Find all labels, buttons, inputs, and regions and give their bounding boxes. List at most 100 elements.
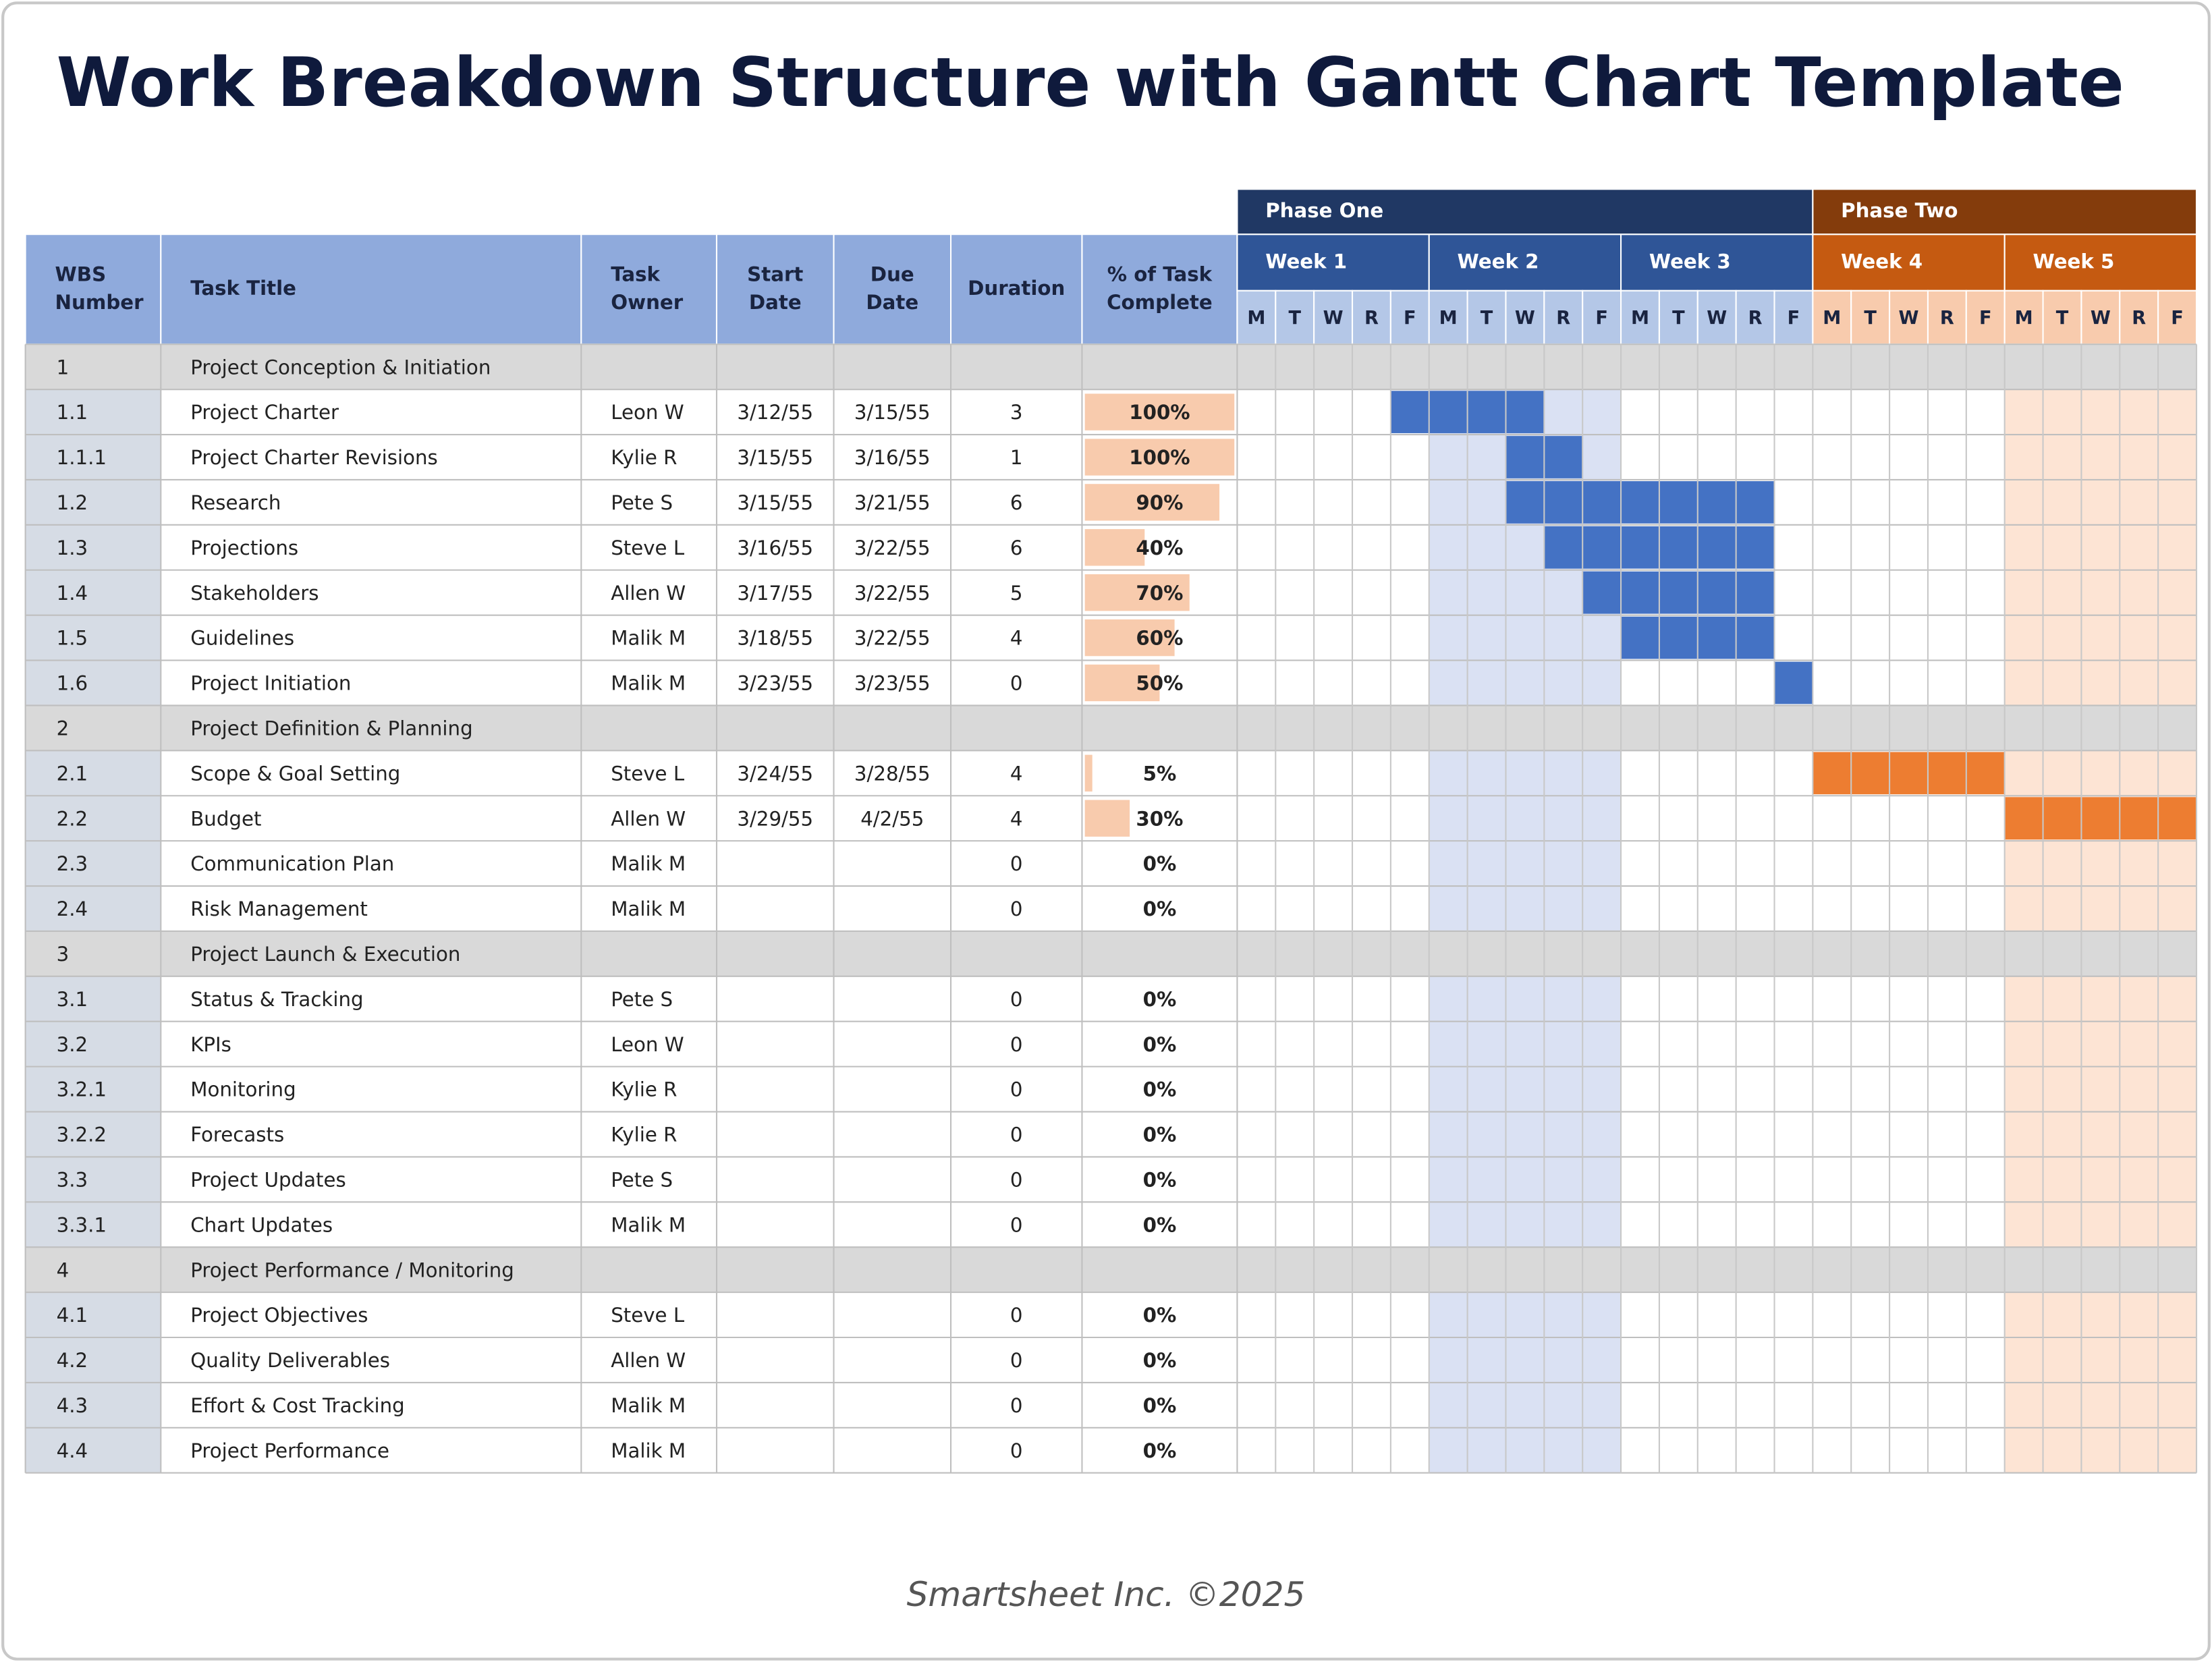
gantt-shade [2081,1066,2120,1112]
gantt-shade [1505,1337,1545,1383]
day-label: F [1979,308,1992,329]
group-row [25,705,2197,751]
due-date: 3/22/55 [854,536,931,559]
task-owner: Kylie R [611,1124,677,1146]
gantt-shade [2043,389,2082,435]
wbs: 1.1.1 [57,446,107,469]
gantt-shade [2004,660,2043,706]
day-cell [1850,289,1891,345]
day-label: R [2132,308,2146,329]
gantt-shade [1582,1292,1622,1338]
gantt-shade [2043,750,2082,796]
task-owner: Allen W [611,582,686,605]
day-label: W [1323,308,1344,329]
gantt-shade [2120,1202,2159,1248]
gantt-bar [2004,797,2197,840]
gantt-shade [1429,615,1468,661]
gantt-shade [2043,1021,2082,1067]
start-date: 3/12/55 [737,401,813,424]
gantt-shade [2004,1111,2043,1157]
gantt-shade [2120,1021,2159,1067]
gantt-shade [2043,660,2082,706]
pct-bar [1084,619,1175,657]
gantt-shade [1544,570,1583,615]
gantt-shade [2081,1292,2120,1338]
gantt-shade [1544,841,1583,887]
gantt-shade [1582,1382,1622,1428]
gantt-shade [1582,1427,1622,1473]
wbs-cell-bg [25,886,161,931]
gantt-shade [2004,1292,2043,1338]
gantt-shade [1582,1337,1622,1383]
gantt-shade [2043,524,2082,570]
header-label: Start [747,262,803,285]
gantt-shade [2081,1157,2120,1202]
day-cell [1505,289,1545,345]
pct-label: 5% [1143,762,1177,785]
task-title: Project Launch & Execution [190,943,460,966]
day-label: M [2015,308,2033,329]
wbs-cell-bg [25,1111,161,1157]
gantt-shade [1505,1292,1545,1338]
gantt-shade [1544,886,1583,931]
gantt-shade [2158,750,2197,796]
wbs: 1.4 [57,582,88,605]
gantt-shade [1429,660,1468,706]
start-date: 3/17/55 [737,582,813,605]
gantt-shade [2158,1111,2197,1157]
duration: 0 [1010,1033,1023,1056]
gantt-shade [2004,389,2043,435]
gantt-shade [2004,1157,2043,1202]
day-label: R [1940,308,1954,329]
gantt-shade [2081,1427,2120,1473]
task-owner: Malik M [611,852,686,875]
wbs-cell-bg [25,1337,161,1383]
task-title: Project Charter [190,401,339,424]
gantt-shade [2043,570,2082,615]
pct-bar [1084,529,1145,566]
gantt-shade [2158,1021,2197,1067]
gantt-shade [1467,976,1506,1022]
day-cell [1389,289,1430,345]
gantt-shade [2043,479,2082,525]
duration: 0 [1010,1304,1023,1327]
pct-label: 0% [1143,1304,1177,1327]
gantt-shade [2004,615,2043,661]
gantt-shade [1429,1292,1468,1338]
header-label: Number [55,291,144,314]
gantt-shade [1429,1021,1468,1067]
gantt-shade [1429,479,1468,525]
week-label: Week 1 [1265,250,1347,273]
day-cell [1696,289,1737,345]
pct-label: 70% [1136,582,1183,605]
task-title: Stakeholders [190,582,319,605]
task-title: Project Definition & Planning [190,717,472,740]
gantt-shade [2120,841,2159,887]
gantt-shade [1429,1202,1468,1248]
gantt-shade [1505,750,1545,796]
gantt-shade [1582,886,1622,931]
gantt-shade [1467,1157,1506,1202]
gantt-shade [2043,886,2082,931]
wbs: 1 [57,356,70,379]
gantt-shade [2004,1066,2043,1112]
gantt-shade [1582,1021,1622,1067]
pct-label: 0% [1143,1168,1177,1191]
gantt-shade [1467,1427,1506,1473]
gantt-shade [1544,1202,1583,1248]
pct-label: 0% [1143,1033,1177,1056]
day-label: W [1899,308,1919,329]
pct-label: 90% [1136,491,1183,514]
header-label: Duration [968,277,1065,300]
gantt-shade [1505,1427,1545,1473]
gantt-shade [1429,750,1468,796]
gantt-shade [2081,750,2120,796]
gantt-shade [1429,1337,1468,1383]
day-label: M [1631,308,1649,329]
gantt-shade [2043,841,2082,887]
gantt-shade [2081,1021,2120,1067]
due-date: 3/22/55 [854,582,931,605]
gantt-shade [2120,976,2159,1022]
footer: Smartsheet Inc. ©2025 [907,1574,1306,1614]
